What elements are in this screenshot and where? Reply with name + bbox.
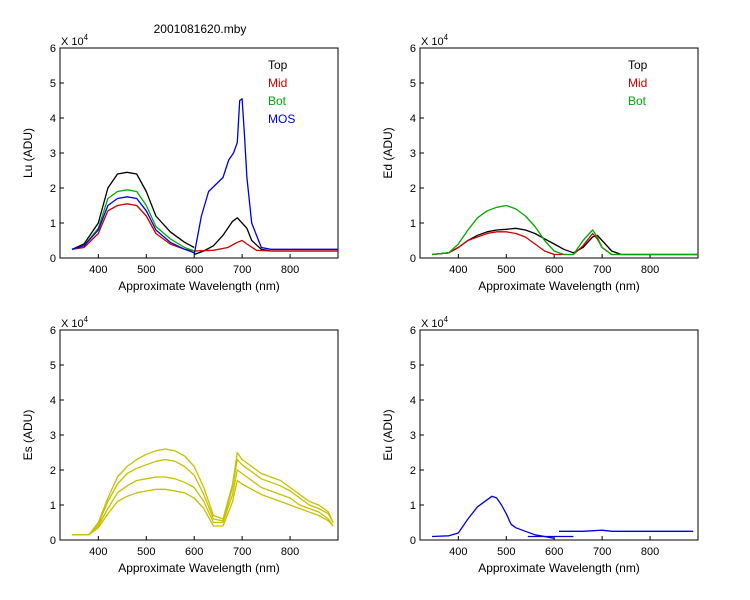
panel-4-plot-frame [419, 329, 699, 541]
panel-2-ytick-label-6: 6 [410, 43, 416, 55]
panel-3-xtick-label-4: 800 [281, 546, 299, 558]
panel-1-xtick-label-0: 400 [89, 264, 107, 276]
panel-3-plot-frame [59, 329, 339, 541]
panel-2-series-bot-line-1 [431, 204, 698, 256]
panel-4: 0 1 2 3 4 5 6 400 500 600 700 800 X 104 Approximate W… [381, 315, 699, 575]
panel-4-ytick-label-3: 3 [410, 430, 416, 442]
panel-2-xtick-label-2: 600 [545, 264, 563, 276]
panel-2-ytick-label-5: 5 [410, 78, 416, 90]
panel-4-series-1-line-3 [559, 529, 694, 532]
panel-4-ylabel: Eu (ADU) [381, 409, 395, 460]
panel-1: 0 1 2 3 4 5 6 400 500 600 700 800 X 104 Approximate W… [21, 33, 339, 293]
panel-3-ytick-label-0: 0 [50, 535, 56, 547]
panel-4-ytick-label-1: 1 [410, 500, 416, 512]
panel-1-ytick-label-1: 1 [50, 218, 56, 230]
panel-3-xtick-label-3: 700 [233, 546, 251, 558]
panel-1-ytick-label-4: 4 [50, 113, 56, 125]
panel-1-series-bot-line-1 [71, 189, 195, 252]
panel-1-ytick-label-0: 0 [50, 253, 56, 265]
panel-1-multiplier: X 104 [61, 33, 89, 48]
panel-3-multiplier-exponent: 4 [84, 315, 89, 324]
panel-4-xtick-label-0: 400 [449, 546, 467, 558]
panel-1-series-top-line-1 [71, 171, 195, 250]
panel-1-legend-mid: Mid [268, 76, 287, 90]
panel-2-xtick-label-0: 400 [449, 264, 467, 276]
panel-3-xtick-label-0: 400 [89, 546, 107, 558]
panel-1-series-mid-line-2 [194, 239, 338, 252]
panel-2-xtick-label-4: 800 [641, 264, 659, 276]
panel-2-series-mid-line-1 [431, 231, 698, 256]
panel-2-plot-frame [419, 47, 699, 259]
figure-title: 2001081620.mby [154, 22, 247, 36]
panel-2-xtick-label-1: 500 [497, 264, 515, 276]
panel-1-xlabel: Approximate Wavelength (nm) [118, 279, 280, 293]
panel-4-series-1-line-1 [431, 495, 555, 539]
panel-2-xlabel: Approximate Wavelength (nm) [478, 279, 640, 293]
panel-4-ytick-label-6: 6 [410, 325, 416, 337]
panel-1-legend-top: Top [268, 58, 288, 72]
panel-2-ytick-label-1: 1 [410, 218, 416, 230]
panel-1-ytick-label-2: 2 [50, 183, 56, 195]
panel-3-ytick-label-2: 2 [50, 465, 56, 477]
panel-4-ytick-label-2: 2 [410, 465, 416, 477]
panel-3-xtick-label-1: 500 [137, 546, 155, 558]
panel-2-multiplier-exponent: 4 [444, 33, 449, 42]
panel-4-series-group [431, 495, 694, 539]
panel-2-legend-bot: Bot [628, 94, 647, 108]
panel-2-xtick-label-3: 700 [593, 264, 611, 276]
panel-4-multiplier: X 104 [421, 315, 449, 330]
panel-2-ytick-label-0: 0 [410, 253, 416, 265]
panel-3-ytick-label-4: 4 [50, 395, 56, 407]
panel-1-xtick-label-2: 600 [185, 264, 203, 276]
panel-4-xtick-label-2: 600 [545, 546, 563, 558]
panel-4-ytick-label-0: 0 [410, 535, 416, 547]
panel-1-multiplier-exponent: 4 [84, 33, 89, 42]
panel-2-ytick-label-4: 4 [410, 113, 416, 125]
panel-1-xtick-label-1: 500 [137, 264, 155, 276]
panel-1-ytick-label-6: 6 [50, 43, 56, 55]
panel-3: 0 1 2 3 4 5 6 400 500 600 700 800 X 104 Approximate W… [21, 315, 339, 575]
panel-1-series-group [71, 98, 338, 256]
panel-1-ylabel: Lu (ADU) [21, 128, 35, 178]
panel-3-xlabel: Approximate Wavelength (nm) [118, 561, 280, 575]
panel-4-xtick-label-4: 800 [641, 546, 659, 558]
panel-3-ytick-label-6: 6 [50, 325, 56, 337]
panel-2-series-group [431, 204, 698, 256]
panel-1-legend-mos: MOS [268, 112, 295, 126]
panel-2-legend-top: Top [628, 58, 648, 72]
panel-4-ytick-label-4: 4 [410, 395, 416, 407]
panel-2-series-top-line-1 [431, 227, 698, 256]
panel-3-series-group [72, 448, 334, 536]
panel-1-series-mos-line-2 [193, 98, 338, 255]
panel-1-xtick-label-4: 800 [281, 264, 299, 276]
panel-1-xtick-label-3: 700 [233, 264, 251, 276]
panel-4-multiplier-exponent: 4 [444, 315, 449, 324]
panel-3-series-4-line-1 [72, 479, 334, 536]
panel-2-ytick-label-2: 2 [410, 183, 416, 195]
panel-4-xlabel: Approximate Wavelength (nm) [478, 561, 640, 575]
panel-1-series-mos-line-1 [71, 196, 195, 254]
panel-2-legend-mid: Mid [628, 76, 647, 90]
panel-2-multiplier: X 104 [421, 33, 449, 48]
panel-3-series-2-line-1 [72, 458, 334, 536]
panel-3-ytick-label-1: 1 [50, 500, 56, 512]
panel-2-ylabel: Ed (ADU) [381, 127, 395, 178]
panel-1-legend-bot: Bot [268, 94, 287, 108]
panel-4-ytick-label-5: 5 [410, 360, 416, 372]
panel-4-xtick-label-1: 500 [497, 546, 515, 558]
panel-1-ytick-label-3: 3 [50, 148, 56, 160]
panel-2-ytick-label-3: 3 [410, 148, 416, 160]
panel-3-series-1-line-1 [72, 448, 334, 536]
panel-1-series-mid-line-1 [71, 203, 195, 252]
panel-3-ylabel: Es (ADU) [21, 410, 35, 461]
panel-2: 0 1 2 3 4 5 6 400 500 600 700 800 X 104 Approximate W… [381, 33, 699, 293]
panel-3-ytick-label-5: 5 [50, 360, 56, 372]
panel-4-xtick-label-3: 700 [593, 546, 611, 558]
panel-3-ytick-label-3: 3 [50, 430, 56, 442]
panel-1-ytick-label-5: 5 [50, 78, 56, 90]
panel-3-xtick-label-2: 600 [185, 546, 203, 558]
panel-3-series-3-line-1 [72, 469, 334, 536]
panel-3-multiplier: X 104 [61, 315, 89, 330]
